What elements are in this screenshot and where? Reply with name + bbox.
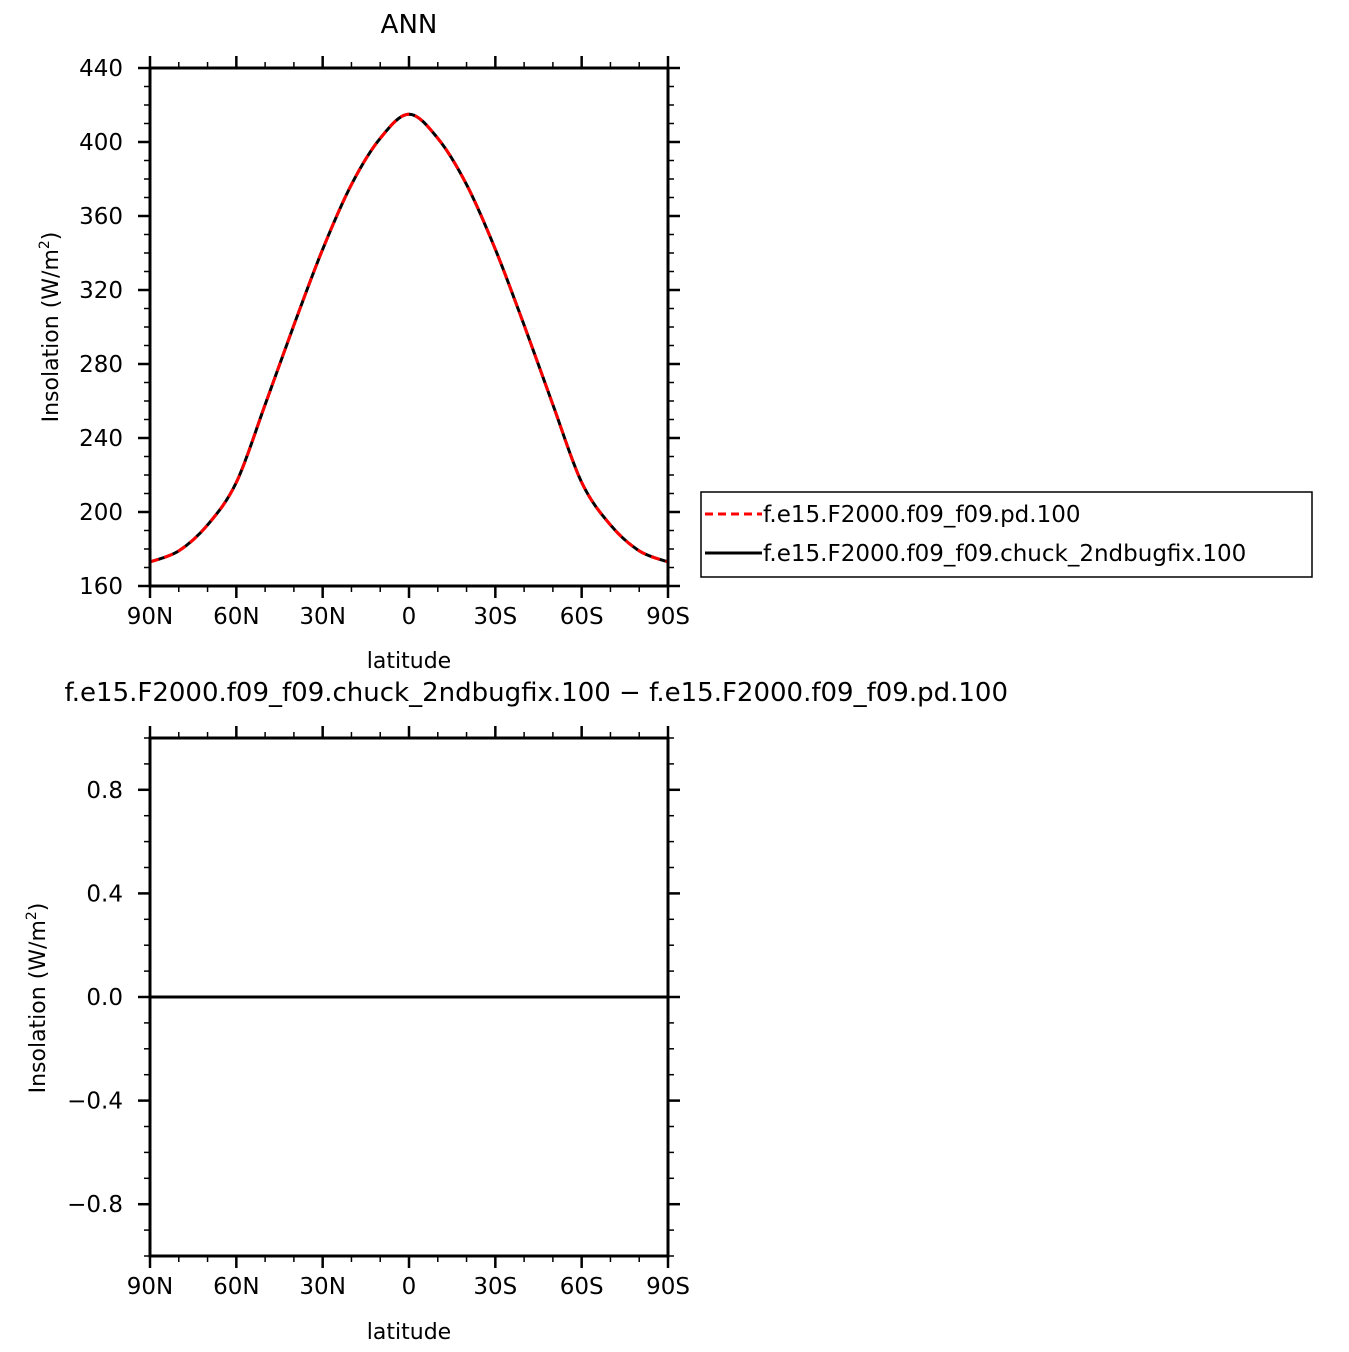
legend-label-chuck: f.e15.F2000.f09_f09.chuck_2ndbugfix.100: [763, 541, 1246, 567]
top-x-tick-label: 30S: [473, 604, 517, 630]
bottom-x-axis-label: latitude: [367, 1320, 451, 1345]
top-x-tick-label: 30N: [299, 604, 345, 630]
bottom-y-tick-label: 0.0: [86, 985, 123, 1011]
top-x-tick-label: 90N: [127, 604, 173, 630]
bottom-y-tick-labels: −0.8 −0.4 0.0 0.4 0.8: [67, 778, 123, 1218]
bottom-y-axis-label-close: ): [26, 903, 51, 912]
top-series-line-solid: [149, 112, 669, 564]
top-y-tick-labels: 160 200 240 280 320 360 400 440: [79, 56, 123, 600]
bottom-x-tick-label: 0: [402, 1274, 417, 1300]
top-series-line-dashed: [149, 112, 669, 564]
top-y-tick-label: 280: [79, 352, 123, 378]
bottom-y-axis-label: Insolation (W/m2): [24, 903, 51, 1094]
top-series-lines: [149, 112, 669, 564]
bottom-plot-frame: [148, 736, 670, 1258]
top-y-tick-label: 440: [79, 56, 123, 82]
top-x-axis-label: latitude: [367, 649, 451, 674]
legend: f.e15.F2000.f09_f09.pd.100 f.e15.F2000.f…: [700, 491, 1313, 578]
legend-label-pd: f.e15.F2000.f09_f09.pd.100: [763, 502, 1081, 528]
bottom-y-tick-label: 0.8: [86, 778, 123, 804]
top-y-axis-label: Insolation (W/m2): [37, 232, 64, 423]
top-y-tick-label: 240: [79, 426, 123, 452]
top-x-tick-labels: 90N 60N 30N 0 30S 60S 90S: [127, 604, 690, 630]
bottom-x-tick-labels: 90N 60N 30N 0 30S 60S 90S: [127, 1274, 690, 1300]
top-y-axis-label-main: Insolation (W/m: [39, 249, 64, 422]
bottom-y-axis-label-sup: 2: [24, 911, 40, 920]
legend-box: [700, 491, 1313, 578]
top-y-tick-label: 160: [79, 574, 123, 600]
bottom-x-tick-label: 30N: [299, 1274, 345, 1300]
bottom-x-tick-label: 30S: [473, 1274, 517, 1300]
top-y-axis-label-close: ): [39, 232, 64, 241]
top-chart-title: ANN: [381, 10, 438, 40]
top-y-axis-label-sup: 2: [37, 240, 53, 249]
top-y-tick-label: 200: [79, 500, 123, 526]
bottom-chart-title: f.e15.F2000.f09_f09.chuck_2ndbugfix.100 …: [65, 678, 1008, 708]
bottom-panel: f.e15.F2000.f09_f09.chuck_2ndbugfix.100 …: [24, 678, 1008, 1345]
top-x-tick-label: 60N: [213, 604, 259, 630]
top-ticks: [138, 56, 680, 598]
bottom-y-tick-label: 0.4: [86, 881, 123, 907]
bottom-y-axis-label-main: Insolation (W/m: [26, 920, 51, 1093]
top-panel: ANN 160 200 240 280 320 360 400 440 90N 60N 30N 0 3…: [37, 10, 1313, 674]
top-x-tick-label: 0: [402, 604, 417, 630]
top-y-tick-label: 320: [79, 278, 123, 304]
top-x-tick-label: 90S: [646, 604, 690, 630]
top-plot-frame: [148, 66, 670, 588]
bottom-y-tick-label: −0.4: [67, 1089, 123, 1115]
bottom-x-tick-label: 90S: [646, 1274, 690, 1300]
bottom-x-tick-label: 60N: [213, 1274, 259, 1300]
bottom-y-tick-label: −0.8: [67, 1192, 123, 1218]
bottom-x-tick-label: 60S: [560, 1274, 604, 1300]
top-x-tick-label: 60S: [560, 604, 604, 630]
top-y-tick-label: 360: [79, 204, 123, 230]
top-y-tick-label: 400: [79, 130, 123, 156]
bottom-x-tick-label: 90N: [127, 1274, 173, 1300]
